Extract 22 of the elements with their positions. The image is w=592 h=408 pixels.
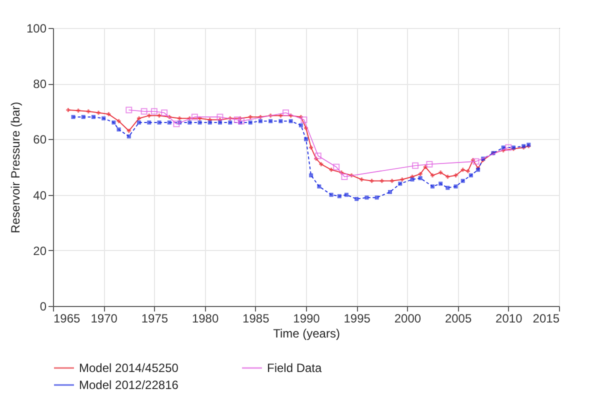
legend-label: Model 2012/22816 — [79, 378, 179, 392]
x-tick-label: 2005 — [444, 312, 472, 326]
y-tick-label: 80 — [33, 77, 47, 92]
x-tick-label: 2015 — [532, 312, 560, 326]
y-tick-label: 20 — [33, 244, 47, 258]
legend-label: Field Data — [267, 361, 322, 375]
x-tick-label: 1970 — [90, 312, 118, 326]
x-tick-label: 1995 — [344, 312, 371, 326]
x-tick-label: 1980 — [192, 312, 219, 326]
x-tick-label: 2010 — [496, 312, 523, 326]
x-axis-title: Time (years) — [273, 326, 340, 340]
y-tick-label: 40 — [33, 188, 47, 202]
legend-label: Model 2014/45250 — [79, 361, 179, 375]
y-axis-title: Reservoir Pressure (bar) — [8, 102, 22, 234]
x-tick-label: 1965 — [54, 312, 81, 326]
y-tick-label: 0 — [40, 300, 47, 314]
x-tick-label: 1985 — [242, 312, 270, 326]
x-tick-label: 2000 — [394, 312, 422, 326]
y-tick-label: 60 — [33, 132, 47, 147]
y-tick-label: 100 — [26, 22, 47, 36]
x-tick-label: 1990 — [293, 312, 320, 326]
x-tick-label: 1975 — [141, 312, 168, 326]
